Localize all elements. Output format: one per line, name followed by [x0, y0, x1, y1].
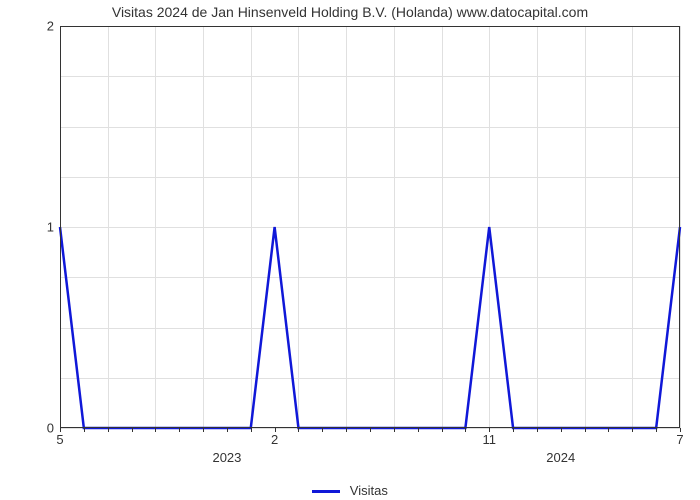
x-tick-minor: [680, 428, 681, 432]
x-tick-minor: [513, 428, 514, 432]
x-year-label: 2024: [546, 428, 575, 465]
x-tick-minor: [394, 428, 395, 432]
x-tick-minor: [585, 428, 586, 432]
x-tick-minor: [60, 428, 61, 432]
chart-title: Visitas 2024 de Jan Hinsenveld Holding B…: [0, 4, 700, 20]
y-tick-label: 1: [47, 220, 60, 235]
x-tick-minor: [251, 428, 252, 432]
series-line: [60, 227, 680, 428]
x-tick-minor: [418, 428, 419, 432]
x-tick-minor: [465, 428, 466, 432]
x-tick-minor: [275, 428, 276, 432]
legend-swatch: [312, 490, 340, 493]
legend: Visitas: [0, 483, 700, 498]
x-tick-minor: [370, 428, 371, 432]
x-tick-minor: [632, 428, 633, 432]
x-tick-minor: [537, 428, 538, 432]
plot-area: 0125211720232024: [60, 26, 680, 428]
x-tick-minor: [322, 428, 323, 432]
x-tick-minor: [132, 428, 133, 432]
y-tick-label: 2: [47, 19, 60, 34]
x-tick-minor: [346, 428, 347, 432]
x-year-label: 2023: [212, 428, 241, 465]
x-tick-minor: [179, 428, 180, 432]
x-tick-minor: [298, 428, 299, 432]
x-tick-minor: [203, 428, 204, 432]
line-plot-svg: [60, 26, 680, 428]
x-tick-minor: [442, 428, 443, 432]
chart-container: Visitas 2024 de Jan Hinsenveld Holding B…: [0, 0, 700, 500]
x-tick-minor: [656, 428, 657, 432]
x-tick-minor: [608, 428, 609, 432]
legend-label: Visitas: [350, 483, 388, 498]
x-tick-minor: [108, 428, 109, 432]
x-tick-minor: [489, 428, 490, 432]
x-tick-minor: [84, 428, 85, 432]
x-tick-minor: [155, 428, 156, 432]
grid-line-vertical: [680, 26, 681, 428]
